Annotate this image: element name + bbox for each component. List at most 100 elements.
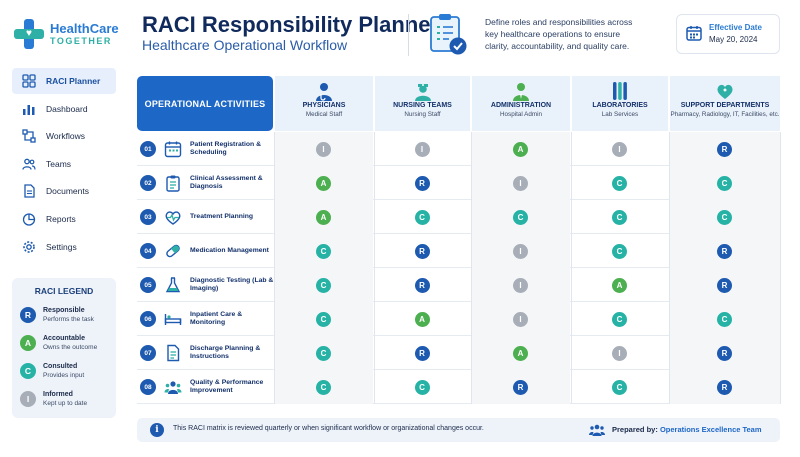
raci-cell[interactable]: C xyxy=(374,370,470,404)
column-header-physicians: PHYSICIANS Medical Staff xyxy=(274,76,373,131)
column-subtitle: Nursing Staff xyxy=(404,111,441,118)
raci-cell[interactable]: C xyxy=(571,370,668,404)
raci-cell[interactable]: I xyxy=(471,302,570,336)
sidebar-item-label: RACI Planner xyxy=(46,76,101,86)
row-number: 04 xyxy=(140,243,156,259)
raci-badge-c: C xyxy=(316,379,331,395)
sidebar-item-label: Workflows xyxy=(46,131,86,142)
raci-cell[interactable]: C xyxy=(274,268,373,302)
sidebar-item-documents[interactable]: Documents xyxy=(12,178,116,204)
sidebar-item-label: Dashboard xyxy=(46,103,88,114)
raci-cell[interactable]: C xyxy=(274,336,373,370)
table-row: 01 Patient Registration & Scheduling I I A I R xyxy=(137,132,780,166)
raci-badge-c: C xyxy=(612,175,627,191)
raci-cell[interactable]: C xyxy=(571,200,668,234)
raci-badge-a: A xyxy=(20,335,36,351)
raci-badge-r: R xyxy=(414,175,430,191)
grid-icon xyxy=(22,74,36,88)
clipboard-icon xyxy=(164,174,182,192)
raci-cell[interactable]: A xyxy=(471,132,570,166)
bar-chart-icon xyxy=(23,104,35,115)
legend-item-informed: I Informed Kept up to date xyxy=(20,388,108,410)
raci-badge-c: C xyxy=(316,277,331,293)
column-header-laboratories: LABORATORIES Lab Services xyxy=(571,76,668,131)
raci-cell[interactable]: C xyxy=(471,200,570,234)
raci-cell[interactable]: C xyxy=(571,234,668,268)
raci-cell[interactable]: C xyxy=(571,302,668,336)
raci-cell[interactable]: C xyxy=(374,200,470,234)
raci-cell[interactable]: C xyxy=(669,302,780,336)
raci-cell[interactable]: A xyxy=(471,336,570,370)
raci-badge-r: R xyxy=(717,379,732,395)
sidebar-item-settings[interactable]: Settings xyxy=(12,234,116,260)
grid-line xyxy=(780,132,781,404)
sidebar-item-teams[interactable]: Teams xyxy=(12,151,116,177)
raci-cell[interactable]: I xyxy=(374,132,470,166)
raci-cell[interactable]: I xyxy=(471,166,570,200)
column-name: ADMINISTRATION xyxy=(490,102,552,109)
matrix-header-row: OPERATIONAL ACTIVITIES PHYSICIANS Medical… xyxy=(137,76,780,132)
raci-cell[interactable]: C xyxy=(274,302,373,336)
row-number: 05 xyxy=(140,277,156,293)
raci-cell[interactable]: I xyxy=(571,336,668,370)
raci-cell[interactable]: R xyxy=(669,132,780,166)
sidebar-item-reports[interactable]: Reports xyxy=(12,206,116,232)
raci-cell[interactable]: C xyxy=(571,166,668,200)
medical-cross-icon: ♥ xyxy=(14,19,44,49)
raci-cell[interactable]: R xyxy=(374,234,470,268)
raci-badge-a: A xyxy=(513,141,528,157)
raci-cell[interactable]: A xyxy=(274,166,373,200)
raci-cell[interactable]: R xyxy=(374,166,470,200)
raci-cell[interactable]: A xyxy=(374,302,470,336)
grid-line xyxy=(571,132,572,404)
raci-badge-c: C xyxy=(414,209,430,225)
raci-cell[interactable]: I xyxy=(471,268,570,302)
raci-cell[interactable]: C xyxy=(274,234,373,268)
table-row: 04 Medication Management C R I C R xyxy=(137,234,780,268)
sidebar-nav: RACI Planner Dashboard Workflows Teams D… xyxy=(12,68,116,261)
table-row: 06 Inpatient Care & Monitoring C A I C C xyxy=(137,302,780,336)
raci-badge-i: I xyxy=(612,141,627,157)
raci-badge-i: I xyxy=(513,243,528,259)
table-row: 02 Clinical Assessment & Diagnosis A R I C C xyxy=(137,166,780,200)
clipboard-check-icon xyxy=(430,14,467,55)
raci-cell[interactable]: R xyxy=(669,234,780,268)
sidebar-item-dashboard[interactable]: Dashboard xyxy=(12,96,116,122)
raci-cell[interactable]: C xyxy=(274,370,373,404)
sidebar-item-raci-planner[interactable]: RACI Planner xyxy=(12,68,116,94)
raci-cell[interactable]: I xyxy=(471,234,570,268)
column-subtitle: Medical Staff xyxy=(305,111,343,118)
raci-cell[interactable]: R xyxy=(669,370,780,404)
raci-cell[interactable]: I xyxy=(571,132,668,166)
raci-badge-c: C xyxy=(717,209,732,225)
raci-badge-r: R xyxy=(717,141,732,157)
raci-cell[interactable]: A xyxy=(274,200,373,234)
raci-cell[interactable]: R xyxy=(374,336,470,370)
raci-cell[interactable]: C xyxy=(669,166,780,200)
raci-badge-c: C xyxy=(20,363,36,379)
activity-label: Quality & Performance Improvement xyxy=(190,378,264,395)
raci-cell[interactable]: R xyxy=(374,268,470,302)
raci-cell[interactable]: C xyxy=(669,200,780,234)
raci-badge-a: A xyxy=(316,209,331,225)
raci-legend: RACI LEGEND R Responsible Performs the ta… xyxy=(12,278,116,418)
column-name: SUPPORT DEPARTMENTS xyxy=(680,102,770,109)
row-number: 02 xyxy=(140,175,156,191)
team-icon xyxy=(589,424,605,436)
people-icon xyxy=(22,158,36,170)
raci-cell[interactable]: R xyxy=(669,268,780,302)
info-icon: i xyxy=(150,423,164,437)
raci-cell[interactable]: R xyxy=(471,370,570,404)
column-header-support-departments: SUPPORT DEPARTMENTS Pharmacy, Radiology, … xyxy=(669,76,780,131)
sidebar-item-workflows[interactable]: Workflows xyxy=(12,123,116,149)
sidebar-item-label: Teams xyxy=(46,158,72,169)
column-name: LABORATORIES xyxy=(592,102,648,109)
effective-date-value: May 20, 2024 xyxy=(709,35,758,44)
raci-cell[interactable]: R xyxy=(669,336,780,370)
raci-cell[interactable]: A xyxy=(571,268,668,302)
legend-name: Accountable xyxy=(43,335,86,342)
prepared-by-team: Operations Excellence Team xyxy=(659,425,762,434)
legend-desc: Provides input xyxy=(43,372,85,379)
row-number: 01 xyxy=(140,141,156,157)
raci-cell[interactable]: I xyxy=(274,132,373,166)
